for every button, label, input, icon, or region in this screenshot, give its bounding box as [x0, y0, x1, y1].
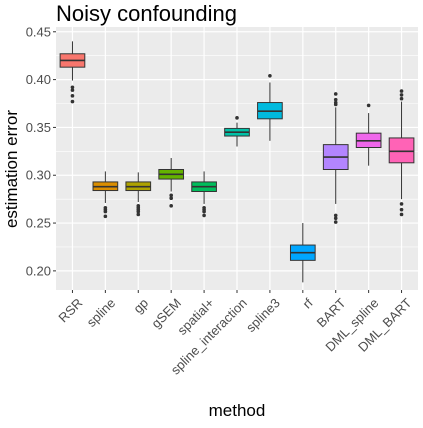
outlier-point	[136, 212, 141, 217]
outlier-point	[268, 73, 272, 78]
x-tick-label: rf	[299, 295, 315, 311]
outlier-point	[70, 85, 75, 90]
box-spline3	[257, 73, 283, 141]
y-tick-label: 0.45	[26, 24, 51, 39]
outlier-point	[399, 202, 404, 206]
outlier-point	[169, 196, 173, 200]
box-spline_interaction	[224, 116, 250, 147]
outlier-point	[169, 193, 173, 198]
chart-title: Noisy confounding	[56, 1, 237, 26]
y-tick-label: 0.30	[26, 168, 51, 183]
box-gp	[125, 172, 152, 217]
outlier-point	[399, 89, 404, 93]
outlier-point	[366, 103, 371, 108]
outlier-point	[399, 96, 404, 101]
y-axis: 0.20 0.25 0.30 0.35 0.40 0.45	[26, 24, 56, 278]
x-tick-label: gp	[130, 295, 151, 316]
box-DML_spline	[355, 103, 382, 166]
outlier-point	[103, 209, 108, 214]
outlier-point	[333, 92, 338, 96]
y-axis-title: estimation error	[2, 110, 21, 228]
y-tick-label: 0.35	[26, 120, 51, 135]
outlier-point	[333, 97, 338, 102]
outlier-point	[70, 88, 75, 92]
outlier-point	[70, 94, 75, 98]
box-spatial+	[191, 171, 217, 218]
x-tick-label: RSR	[55, 295, 85, 325]
outlier-point	[70, 99, 75, 104]
outlier-point	[202, 209, 206, 214]
box-BART	[322, 92, 349, 224]
outlier-point	[333, 102, 338, 107]
outlier-point	[333, 220, 338, 224]
outlier-point	[136, 209, 141, 214]
outlier-point	[333, 213, 338, 218]
outlier-point	[399, 212, 404, 217]
x-axis-title: method	[209, 401, 266, 420]
outlier-point	[202, 213, 206, 218]
y-tick-label: 0.40	[26, 72, 51, 87]
box-gSEM	[158, 158, 185, 208]
outlier-point	[399, 93, 404, 97]
box-rf	[289, 223, 316, 283]
box-RSR	[59, 41, 86, 104]
x-tick-label: spline	[84, 295, 119, 330]
outlier-point	[235, 116, 239, 120]
box-spline	[92, 171, 119, 219]
y-tick-label: 0.20	[26, 263, 51, 278]
x-tick-label: spline3	[243, 295, 283, 335]
outlier-point	[169, 204, 173, 208]
outlier-point	[333, 216, 338, 221]
boxes-group	[59, 41, 415, 283]
y-tick-label: 0.25	[26, 216, 51, 231]
box-DML_BART	[388, 89, 415, 217]
outlier-point	[399, 207, 404, 212]
outlier-point	[103, 214, 108, 219]
box-rect	[388, 137, 415, 164]
